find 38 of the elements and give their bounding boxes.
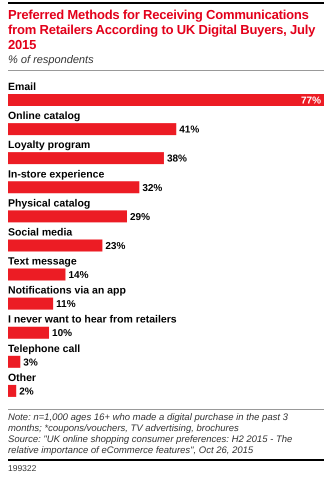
data-label: 3% xyxy=(23,357,38,368)
y-tick-label: In-store experience xyxy=(8,168,104,180)
data-label: 41% xyxy=(179,124,200,136)
chart-title: Preferred Methods for Receiving Communications from Retailers According to UK Digital Buyers, July 2015 xyxy=(8,7,316,52)
data-label: 10% xyxy=(52,328,72,340)
bar xyxy=(8,384,16,397)
y-tick-label: Other xyxy=(8,372,36,384)
y-tick-label: Telephone call xyxy=(8,342,80,355)
y-tick-label: I never want to hear from retailers xyxy=(8,314,177,326)
text: Note: n=1,000 ages 16+ who made a digital purchase in the past 3 months; *coupons/vouchers, TV advertising, brochures xyxy=(8,412,289,434)
bar xyxy=(8,239,102,252)
y-tick-label: Notifications via an app xyxy=(8,284,126,297)
data-label: 77% xyxy=(300,96,322,106)
data-label: 32% xyxy=(142,182,162,194)
y-tick-label: Online catalog xyxy=(8,110,80,122)
bar xyxy=(8,298,54,310)
bar xyxy=(8,210,128,222)
y-tick-label: Loyalty program xyxy=(8,139,90,152)
bar xyxy=(8,94,324,106)
y-tick-label: Physical catalog xyxy=(8,197,90,210)
bar xyxy=(8,123,176,136)
bar xyxy=(8,181,140,194)
text: 199322 xyxy=(8,463,38,473)
source-note: Source: "UK online shopping consumer preferences: H2 2015 - The relative importance of eCommerce features", Oct 26, 2015 xyxy=(8,434,294,456)
y-tick-label: Text message xyxy=(8,256,77,268)
data-label: 38% xyxy=(166,154,188,165)
data-label: 14% xyxy=(68,270,89,282)
bar xyxy=(8,326,50,339)
bar xyxy=(8,268,66,281)
bar xyxy=(8,152,164,164)
data-label: 2% xyxy=(19,386,34,398)
data-label: 11% xyxy=(56,299,76,310)
data-label: 29% xyxy=(130,212,150,223)
bar xyxy=(8,356,20,368)
y-tick-label: Social media xyxy=(8,226,72,238)
y-tick-label: Email xyxy=(8,81,36,93)
data-label: 23% xyxy=(105,240,126,252)
chart-subtitle: % of respondents xyxy=(8,54,95,66)
